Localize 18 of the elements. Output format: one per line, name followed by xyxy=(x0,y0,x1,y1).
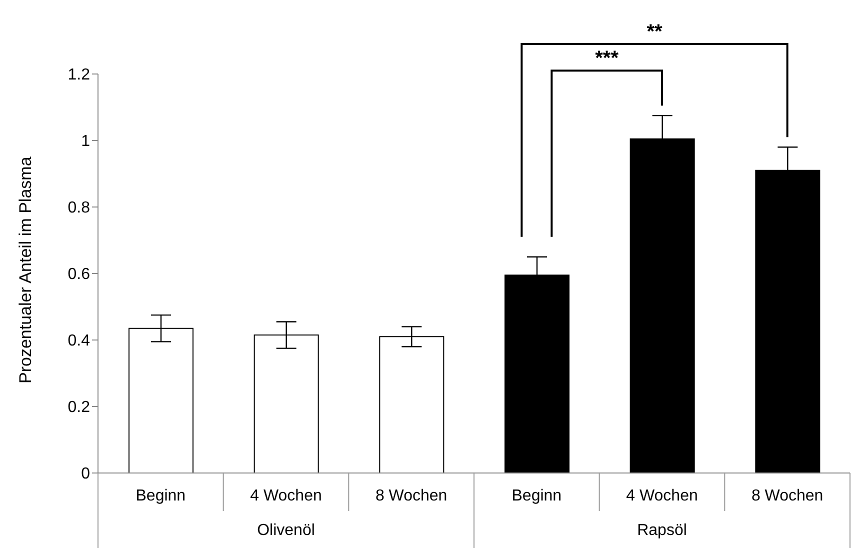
x-tick-label: 8 Wochen xyxy=(751,487,824,504)
y-tick-label: 0.8 xyxy=(68,200,90,217)
text: Olivenöl xyxy=(257,522,315,539)
x-tick-label: Beginn xyxy=(136,487,186,504)
x-tick-label: 8 Wochen xyxy=(375,487,448,504)
y-tick-label: 0.2 xyxy=(68,399,90,416)
text: ** xyxy=(646,21,662,43)
y-tick-label: 1 xyxy=(81,133,90,150)
x-tick-label: Beginn xyxy=(512,487,562,504)
y-tick-label: 0.4 xyxy=(68,332,90,350)
text: *** xyxy=(595,48,619,70)
y-tick-label: 0.6 xyxy=(68,266,90,284)
y-tick-label: 1.2 xyxy=(68,66,90,84)
y-axis-title: Prozentualer Anteil im Plasma xyxy=(16,156,36,384)
x-tick-label: 4 Wochen xyxy=(250,487,322,504)
x-tick-label: 4 Wochen xyxy=(626,487,698,504)
y-tick-label: 0 xyxy=(81,466,90,483)
text: Rapsöl xyxy=(637,522,687,539)
